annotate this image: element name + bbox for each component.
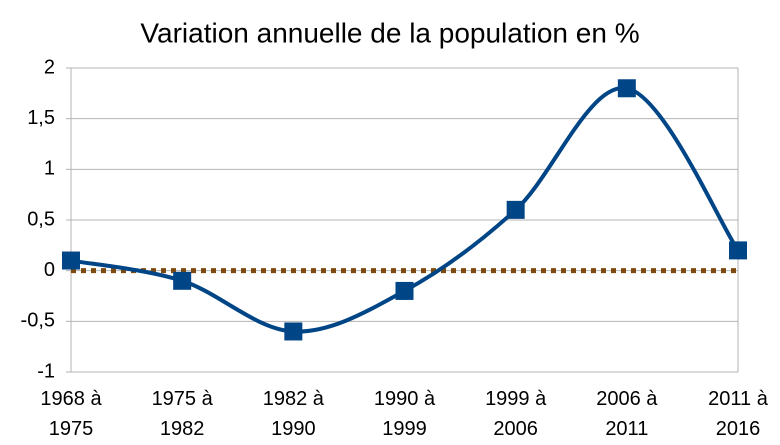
marker bbox=[395, 281, 414, 300]
y-tick-label: 1,5 bbox=[27, 107, 55, 129]
y-tick-label: -0,5 bbox=[21, 310, 55, 332]
marker bbox=[284, 322, 303, 341]
marker bbox=[617, 79, 636, 98]
marker bbox=[729, 241, 747, 260]
marker bbox=[506, 200, 525, 219]
x-tick-label: 1975 à 1982 bbox=[151, 388, 213, 440]
x-tick-label: 1990 à 1999 bbox=[373, 388, 436, 440]
x-tick-label: 2006 à 2011 bbox=[596, 388, 658, 440]
chart-title: Variation annuelle de la population en % bbox=[140, 17, 639, 48]
x-tick-label: 1982 à 1990 bbox=[262, 388, 324, 440]
marker bbox=[173, 271, 192, 290]
x-tick-label: 1999 à 2006 bbox=[485, 388, 547, 440]
y-tick-label: 2 bbox=[44, 56, 55, 78]
x-tick-label: 1968 à 1975 bbox=[40, 388, 102, 440]
y-tick-label: 0,5 bbox=[27, 208, 55, 230]
y-tick-label: 1 bbox=[44, 158, 55, 180]
marker bbox=[62, 251, 80, 270]
y-tick-label: 0 bbox=[44, 259, 55, 281]
x-tick-label: 2011 à 2016 bbox=[708, 388, 768, 440]
y-tick-label: -1 bbox=[37, 360, 55, 382]
